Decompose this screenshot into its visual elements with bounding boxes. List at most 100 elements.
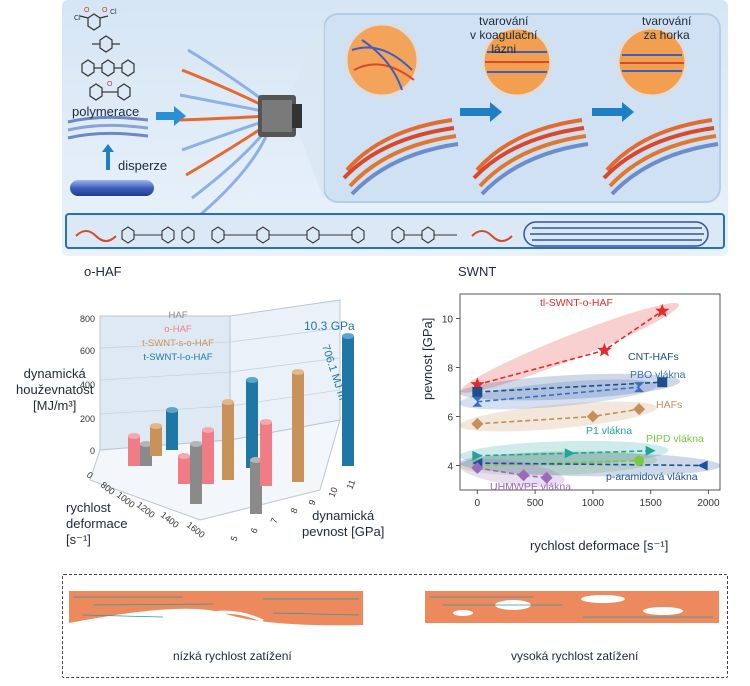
scatter-chart: 0 500 1000 1500 2000 4 6 8 10 tl-SWNT-o-HAF CNT-… (442, 293, 721, 509)
svg-text:Cl: Cl (110, 9, 117, 16)
y-tick: 11 (345, 478, 358, 490)
series-label: tl-SWNT-o-HAF (540, 297, 613, 309)
series-ellipse (460, 303, 680, 393)
data-point (472, 450, 483, 461)
y-tick: 8 (289, 506, 300, 514)
x-ticks: 0 500 1000 1500 2000 (475, 490, 720, 509)
series-ellipses (459, 303, 721, 487)
x-tick-label: 2000 (697, 498, 720, 509)
data-point (472, 396, 483, 407)
y-tick: 7 (269, 516, 280, 524)
x-tick-label: 1500 (640, 498, 663, 509)
bar-3d (292, 369, 304, 482)
bar-3d (260, 419, 272, 486)
low-rate-label: nízká rychlost zatížení (173, 649, 292, 663)
data-point (597, 342, 612, 357)
bar-3d (190, 441, 202, 504)
monomer-structures (79, 13, 135, 101)
section-label-ohaf: o-HAF (84, 264, 122, 279)
bar-3d (202, 427, 214, 484)
data-point (540, 471, 553, 484)
x-tick-label: 500 (527, 498, 544, 509)
z-tick: 200 (80, 414, 95, 424)
series-label: P1 vlákna (586, 425, 632, 437)
series-line (477, 381, 663, 393)
series-label: UHMWPE vlákna (490, 481, 571, 493)
structure-strip (65, 213, 725, 249)
data-point (471, 417, 484, 430)
series-label: PBO vlákna (630, 369, 686, 381)
chart-3d: 0 200 400 600 800 0 800 1000 1200 1400 1… (80, 299, 358, 543)
data-point (634, 455, 645, 466)
top-panel-graphics: Cl Cl O O O (65, 7, 725, 249)
svg-text:Cl: Cl (74, 15, 81, 22)
fiber-bundle (179, 48, 270, 217)
z-tick: 600 (80, 346, 95, 356)
fiber-strands (69, 591, 719, 626)
legend-item: o-HAF (164, 324, 192, 335)
legend-item: HAF (169, 310, 188, 321)
bottom-panel: nízká rychlost zatížení vysoká rychlost … (62, 574, 728, 678)
series-label: HAFs (656, 399, 682, 411)
y-tick-label: 8 (447, 364, 453, 375)
data-point (586, 410, 599, 423)
z-tick: 400 (80, 380, 95, 390)
x-tick: 1600 (185, 520, 207, 540)
x-tick: 0 (85, 470, 95, 481)
y-tick-label: 10 (442, 315, 454, 326)
bar-3d (166, 407, 178, 450)
series-ellipse (459, 440, 669, 466)
fiber-segments (342, 118, 719, 196)
scatter-ylabel: pevnost [GPa] (420, 317, 435, 400)
section-label-swnt: SWNT (458, 264, 497, 279)
data-point (471, 461, 484, 474)
data-point (564, 448, 575, 459)
series-line (477, 386, 640, 403)
y-tick: 5 (229, 534, 240, 542)
y-tick: 6 (249, 526, 260, 534)
top-panel: Cl Cl O O O (62, 0, 728, 256)
x-tick-label: 0 (475, 498, 481, 509)
z-tick: 800 (80, 314, 95, 324)
bar-3d (222, 399, 234, 480)
y-ticks: 4 6 8 10 (442, 315, 460, 473)
y-tick-label: 6 (447, 413, 453, 424)
data-point (472, 387, 483, 397)
scatter-xlabel: rychlost deformace [s⁻¹] (530, 538, 669, 553)
x-axis-label: rychlost deformace [s⁻¹] (66, 500, 128, 547)
svg-text:O: O (107, 81, 113, 88)
spinneret-nozzle (258, 95, 302, 137)
y-axis-label: dynamická pevnost [GPa] (302, 508, 385, 539)
dispersion-label: disperze (118, 158, 168, 173)
data-point (633, 403, 646, 416)
series-label: PIPD vlákna (646, 433, 704, 445)
nanotube (523, 221, 709, 247)
data-point (697, 460, 708, 471)
legend-3d: HAF o-HAF t-SWNT-s-o-HAF t-SWNT-l-o-HAF (142, 310, 214, 363)
annotation-strength: 10.3 GPa (304, 319, 355, 333)
bar-3d (128, 433, 140, 466)
swnt-rod (70, 180, 154, 196)
svg-text:O: O (84, 7, 90, 14)
polymer-chains (67, 115, 149, 140)
series-label: p-aramidová vlákna (606, 471, 698, 483)
coagulation-bath-label: tvarování v koagulační lázni (470, 14, 538, 56)
y-tick-label: 4 (447, 462, 453, 473)
series-labels: tl-SWNT-o-HAF CNT-HAFs PBO vlákna HAFs P1 vl… (490, 297, 704, 493)
series-line (477, 459, 640, 467)
y-tick: 9 (307, 498, 318, 506)
bar-3d (250, 457, 262, 514)
plot-frame (459, 293, 721, 491)
series-line (477, 462, 703, 467)
high-rate-label: vysoká rychlost zatížení (511, 649, 639, 663)
series-markers (470, 303, 708, 484)
x-tick: 1400 (159, 510, 181, 530)
data-point (634, 382, 645, 393)
data-point (657, 377, 668, 388)
data-point (645, 445, 656, 456)
data-point (470, 377, 485, 391)
svg-text:O: O (102, 7, 108, 14)
data-point (655, 303, 670, 318)
y-tick: 10 (327, 486, 340, 499)
series-label: CNT-HAFs (628, 351, 679, 363)
